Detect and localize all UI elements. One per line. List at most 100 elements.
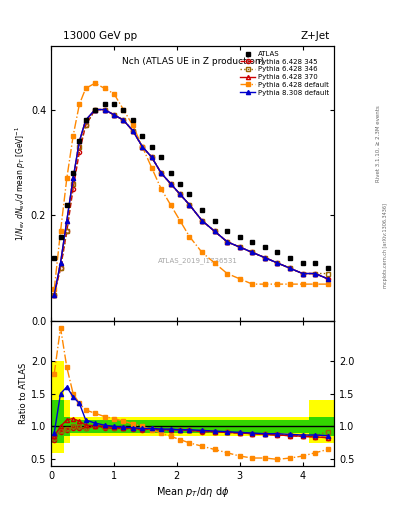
- ATLAS: [313, 260, 318, 266]
- Pythia 6.428 345: [93, 106, 97, 113]
- Pythia 8.308 default: [159, 170, 163, 176]
- Pythia 6.428 370: [83, 117, 88, 123]
- Text: 13000 GeV pp: 13000 GeV pp: [63, 31, 137, 41]
- Pythia 6.428 370: [237, 244, 242, 250]
- Pythia 6.428 default: [159, 186, 163, 192]
- Pythia 6.428 346: [102, 106, 107, 113]
- ATLAS: [237, 233, 242, 240]
- Pythia 8.308 default: [225, 239, 230, 245]
- Pythia 6.428 default: [121, 106, 126, 113]
- ATLAS: [77, 138, 82, 144]
- Pythia 6.428 346: [168, 181, 173, 187]
- Pythia 6.428 370: [263, 254, 267, 261]
- Pythia 6.428 370: [102, 106, 107, 113]
- Pythia 8.308 default: [58, 260, 63, 266]
- ATLAS: [130, 117, 135, 123]
- Pythia 8.308 default: [313, 270, 318, 276]
- Pythia 6.428 345: [313, 270, 318, 276]
- Pythia 6.428 346: [263, 254, 267, 261]
- ATLAS: [263, 244, 267, 250]
- Pythia 6.428 346: [300, 270, 305, 276]
- ATLAS: [300, 260, 305, 266]
- Line: Pythia 6.428 345: Pythia 6.428 345: [52, 108, 330, 297]
- Pythia 6.428 345: [275, 260, 280, 266]
- Pythia 6.428 345: [159, 170, 163, 176]
- Pythia 6.428 370: [149, 154, 154, 160]
- ATLAS: [159, 154, 163, 160]
- Pythia 6.428 default: [140, 143, 145, 150]
- Pythia 6.428 346: [93, 106, 97, 113]
- ATLAS: [149, 143, 154, 150]
- Text: Rivet 3.1.10, ≥ 2.3M events: Rivet 3.1.10, ≥ 2.3M events: [376, 105, 380, 182]
- Pythia 6.428 default: [263, 281, 267, 287]
- Pythia 6.428 370: [71, 175, 75, 181]
- Pythia 8.308 default: [275, 260, 280, 266]
- Pythia 6.428 370: [288, 265, 292, 271]
- Pythia 8.308 default: [250, 249, 255, 255]
- Pythia 6.428 345: [121, 117, 126, 123]
- Pythia 6.428 370: [58, 260, 63, 266]
- Pythia 6.428 346: [275, 260, 280, 266]
- Pythia 6.428 370: [52, 292, 57, 298]
- Pythia 6.428 370: [275, 260, 280, 266]
- Pythia 6.428 345: [237, 244, 242, 250]
- Pythia 8.308 default: [130, 127, 135, 134]
- Line: Pythia 8.308 default: Pythia 8.308 default: [52, 108, 330, 297]
- Line: Pythia 6.428 default: Pythia 6.428 default: [52, 81, 330, 291]
- Pythia 6.428 default: [93, 80, 97, 86]
- Pythia 6.428 370: [64, 218, 69, 224]
- ATLAS: [121, 106, 126, 113]
- Pythia 6.428 346: [178, 191, 182, 197]
- ATLAS: [178, 181, 182, 187]
- ATLAS: [168, 170, 173, 176]
- Legend: ATLAS, Pythia 6.428 345, Pythia 6.428 346, Pythia 6.428 370, Pythia 6.428 defaul: ATLAS, Pythia 6.428 345, Pythia 6.428 34…: [239, 50, 331, 97]
- Pythia 6.428 346: [250, 249, 255, 255]
- Pythia 6.428 345: [225, 239, 230, 245]
- Pythia 8.308 default: [77, 138, 82, 144]
- Pythia 6.428 346: [58, 265, 63, 271]
- Pythia 6.428 346: [225, 239, 230, 245]
- Pythia 6.428 370: [159, 170, 163, 176]
- ATLAS: [93, 106, 97, 113]
- Pythia 6.428 345: [178, 191, 182, 197]
- Pythia 8.308 default: [212, 228, 217, 234]
- Pythia 8.308 default: [52, 292, 57, 298]
- Pythia 8.308 default: [187, 202, 192, 208]
- Pythia 6.428 default: [200, 249, 204, 255]
- Pythia 6.428 345: [77, 149, 82, 155]
- Pythia 8.308 default: [325, 276, 330, 282]
- Pythia 6.428 345: [71, 186, 75, 192]
- Pythia 6.428 345: [263, 254, 267, 261]
- ATLAS: [325, 265, 330, 271]
- Pythia 6.428 345: [140, 143, 145, 150]
- Pythia 6.428 default: [288, 281, 292, 287]
- Pythia 6.428 346: [237, 244, 242, 250]
- Pythia 6.428 default: [212, 260, 217, 266]
- Pythia 6.428 370: [300, 270, 305, 276]
- Pythia 6.428 default: [250, 281, 255, 287]
- Text: Z+Jet: Z+Jet: [301, 31, 330, 41]
- Pythia 6.428 370: [212, 228, 217, 234]
- Pythia 6.428 370: [178, 191, 182, 197]
- Pythia 6.428 default: [83, 86, 88, 92]
- Pythia 6.428 346: [200, 218, 204, 224]
- Pythia 8.308 default: [121, 117, 126, 123]
- Pythia 6.428 default: [275, 281, 280, 287]
- Pythia 6.428 346: [313, 270, 318, 276]
- Pythia 6.428 default: [102, 86, 107, 92]
- Pythia 6.428 346: [212, 228, 217, 234]
- Pythia 6.428 345: [64, 228, 69, 234]
- Pythia 6.428 370: [250, 249, 255, 255]
- Pythia 8.308 default: [71, 175, 75, 181]
- Pythia 6.428 345: [149, 154, 154, 160]
- Pythia 6.428 default: [178, 218, 182, 224]
- Pythia 6.428 370: [325, 276, 330, 282]
- Pythia 6.428 default: [300, 281, 305, 287]
- Pythia 6.428 default: [58, 228, 63, 234]
- Pythia 8.308 default: [288, 265, 292, 271]
- Pythia 6.428 346: [64, 228, 69, 234]
- Pythia 6.428 345: [52, 292, 57, 298]
- Pythia 6.428 370: [200, 218, 204, 224]
- Pythia 8.308 default: [83, 117, 88, 123]
- Pythia 6.428 346: [149, 154, 154, 160]
